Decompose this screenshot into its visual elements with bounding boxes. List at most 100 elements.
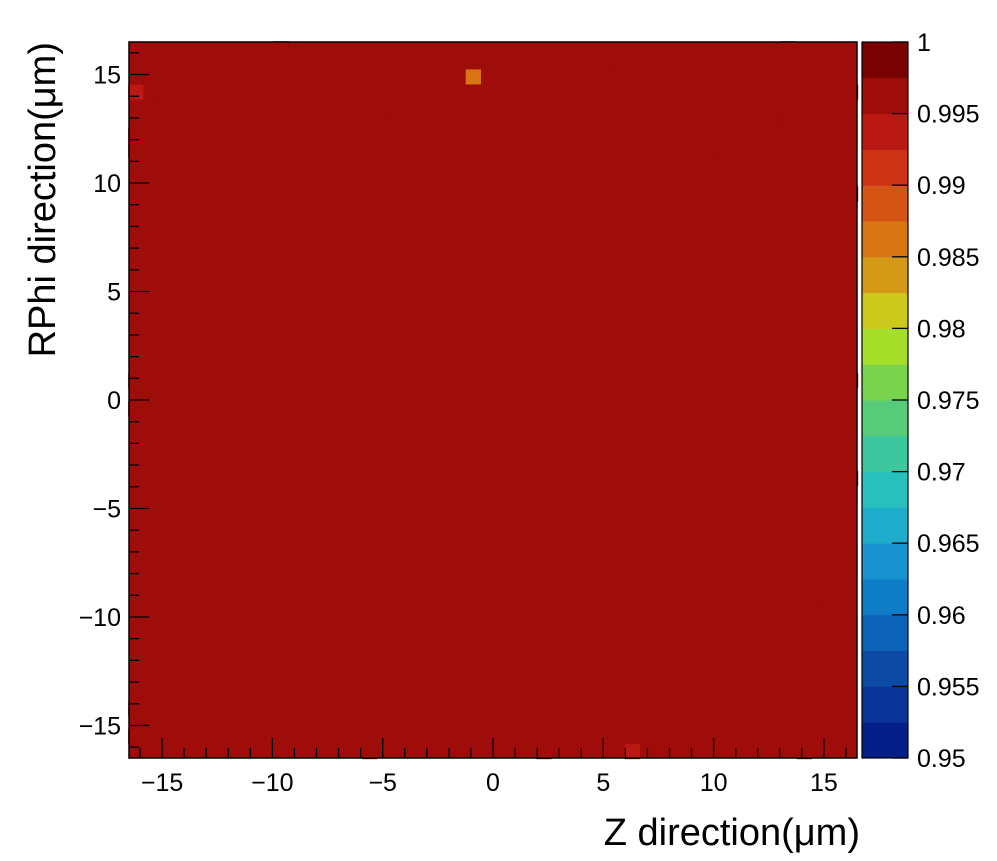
heatmap-cell [143, 373, 159, 389]
colorbar-band [862, 113, 908, 150]
heatmap-cell [231, 127, 248, 143]
heatmap-cell [231, 429, 248, 445]
heatmap-cell [668, 286, 684, 302]
heatmap-cell [317, 316, 334, 332]
heatmap-cell [128, 127, 144, 143]
heatmap-cell [218, 69, 234, 85]
heatmap-cell [375, 629, 391, 645]
heatmap-cell [712, 442, 729, 458]
colorbar-tick-label: 1 [917, 29, 931, 57]
heatmap-cell [128, 401, 144, 417]
heatmap-cell [465, 69, 481, 85]
heatmap-cell [258, 516, 274, 532]
heatmap-cell [816, 600, 832, 616]
heatmap-cell [362, 744, 378, 760]
heatmap-cell [668, 544, 684, 560]
heatmap-cell [842, 373, 859, 389]
heatmap-cell [317, 344, 334, 360]
heatmap-cell [218, 572, 234, 588]
heatmap-cell [520, 112, 537, 128]
heatmap-cell [668, 657, 684, 673]
heatmap-cell [143, 572, 159, 588]
x-tick-label: 15 [810, 769, 838, 797]
heatmap-cell [767, 657, 784, 673]
heatmap-cell [450, 457, 466, 473]
heatmap-cell [331, 700, 347, 716]
heatmap-cell [203, 614, 219, 630]
heatmap-cell [231, 715, 248, 731]
colorbar-band [862, 328, 908, 365]
heatmap-cell [653, 357, 669, 373]
heatmap-background [129, 42, 857, 758]
heatmap-cell [668, 143, 684, 159]
x-tick-label: −15 [141, 769, 183, 797]
heatmap-cell [346, 69, 362, 85]
colorbar-tick-label: 0.995 [917, 101, 980, 129]
colorbar: 0.95 0.955 0.96 0.965 0.97 0.975 0.98 0.985 0.99… [861, 29, 980, 773]
heatmap-cell [287, 557, 303, 573]
colorbar-tick-label: 0.98 [917, 315, 966, 343]
colorbar-band [862, 614, 908, 652]
heatmap-cell [187, 143, 204, 159]
heatmap-cell [273, 629, 290, 645]
heatmap-cell [812, 127, 828, 143]
heatmap-cell [549, 316, 565, 332]
heatmap-cell [258, 373, 274, 389]
colorbar-band [862, 256, 908, 294]
heatmap-cell [258, 186, 274, 202]
heatmap-cell [143, 97, 159, 113]
heatmap-cell [781, 585, 797, 601]
heatmap-cell [450, 258, 466, 274]
heatmap-cell [697, 700, 713, 716]
heatmap-cell [203, 84, 219, 100]
heatmap-cell [273, 41, 290, 57]
heatmap-cell [536, 744, 552, 760]
heatmap-cell [767, 112, 784, 128]
heatmap-cell [536, 301, 552, 317]
heatmap-cell [827, 84, 843, 100]
heatmap-cell [463, 516, 479, 532]
heatmap-cell [580, 672, 596, 688]
colorbar-tick-label: 0.985 [917, 244, 980, 272]
colorbar-band [862, 42, 908, 79]
colorbar-band [862, 221, 908, 258]
heatmap-cell [609, 485, 625, 501]
y-axis-title: RPhi direction(μm) [22, 42, 64, 357]
y-tick-label: 0 [107, 387, 121, 415]
heatmap-cell [406, 357, 422, 373]
heatmap-cell [842, 84, 859, 100]
heatmap-cell [754, 186, 770, 202]
x-tick-label: 0 [486, 769, 500, 797]
y-tick-label: 10 [93, 170, 121, 198]
heatmap-cell [463, 572, 479, 588]
colorbar-band [862, 292, 908, 329]
heatmap-cell [624, 744, 640, 760]
heatmap-cell [767, 644, 784, 660]
y-tick-label: 5 [107, 279, 121, 307]
heatmap-cell [781, 644, 797, 660]
heatmap-cell [218, 171, 234, 187]
colorbar-band [862, 435, 908, 473]
heatmap-cell [362, 344, 378, 360]
heatmap-cell [668, 84, 684, 100]
heatmap-cell [258, 485, 274, 501]
heatmap-cell [754, 557, 770, 573]
heatmap-cell [781, 273, 797, 289]
heatmap-cell [375, 388, 391, 404]
colorbar-band [862, 650, 908, 687]
heatmap-cell [143, 258, 159, 274]
heatmap-cell [812, 112, 828, 128]
heatmap-cell [653, 657, 669, 673]
heatmap-cell [362, 199, 378, 215]
heatmap-cell [712, 143, 729, 159]
x-tick-label: −10 [251, 769, 293, 797]
heatmap-cell [536, 329, 552, 345]
heatmap-cell [595, 429, 612, 445]
heatmap-cell [492, 258, 508, 274]
y-tick-label: −5 [92, 495, 121, 523]
heatmap-cell [549, 401, 565, 417]
heatmap-cell [507, 644, 523, 660]
heatmap-cell [564, 171, 581, 187]
x-axis-title: Z direction(μm) [604, 812, 860, 854]
